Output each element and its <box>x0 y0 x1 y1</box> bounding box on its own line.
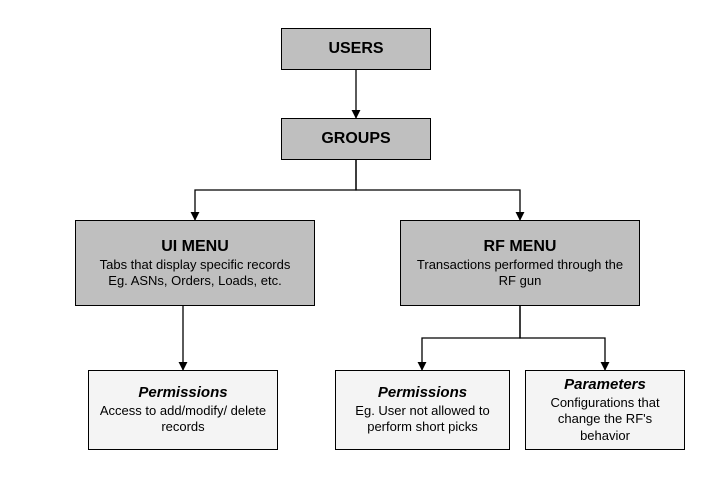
node-subtitle: Access to add/modify/ delete records <box>97 403 269 436</box>
node-subtitle: Tabs that display specific records <box>100 257 291 273</box>
node-subtitle: Eg. User not allowed to perform short pi… <box>344 403 501 436</box>
node-title: Permissions <box>138 384 227 403</box>
node-subtitle: Transactions performed through the RF gu… <box>409 257 631 290</box>
node-rf-menu: RF MENU Transactions performed through t… <box>400 220 640 306</box>
node-groups: GROUPS <box>281 118 431 160</box>
node-ui-menu: UI MENU Tabs that display specific recor… <box>75 220 315 306</box>
node-title: UI MENU <box>161 237 229 257</box>
node-title: RF MENU <box>484 237 557 257</box>
node-rf-parameters: Parameters Configurations that change th… <box>525 370 685 450</box>
node-subtitle: Configurations that change the RF's beha… <box>534 395 676 444</box>
node-users: USERS <box>281 28 431 70</box>
edge-groups-rf_menu <box>356 160 520 220</box>
edge-rf_menu-rf_perm <box>422 306 520 370</box>
node-title: USERS <box>328 39 383 59</box>
node-ui-permissions: Permissions Access to add/modify/ delete… <box>88 370 278 450</box>
edge-rf_menu-rf_param <box>520 306 605 370</box>
node-rf-permissions: Permissions Eg. User not allowed to perf… <box>335 370 510 450</box>
node-title: Permissions <box>378 384 467 403</box>
node-title: GROUPS <box>321 129 390 149</box>
edge-groups-ui_menu <box>195 160 356 220</box>
node-subtitle: Eg. ASNs, Orders, Loads, etc. <box>108 273 281 289</box>
node-title: Parameters <box>564 376 646 395</box>
